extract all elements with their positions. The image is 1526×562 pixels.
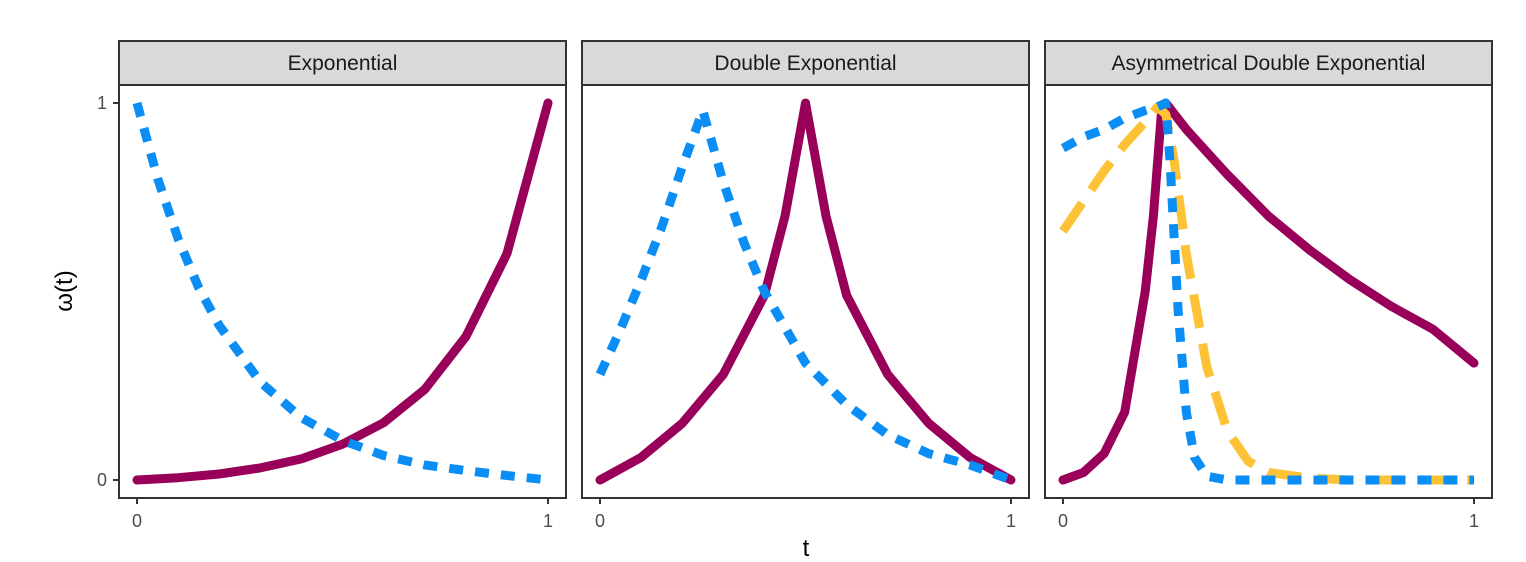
panel-3: Asymmetrical Double Exponential 0 1: [1044, 40, 1493, 531]
panel-title: Double Exponential: [714, 52, 896, 75]
panel-plot-area: [581, 84, 1030, 499]
x-tick-label: 1: [543, 511, 553, 531]
series-line-dotted: [132, 101, 549, 485]
x-tick-label: 0: [1058, 511, 1068, 531]
panel-1: Exponential 0 1 0 1: [97, 40, 567, 531]
series-line-dashed: [1059, 102, 1474, 485]
y-tick-label: 0: [97, 470, 107, 490]
series-line-solid: [1058, 98, 1479, 485]
panel-strip: [118, 40, 567, 86]
series-line-solid: [595, 98, 1016, 485]
y-axis-title: ω(t): [51, 270, 78, 311]
axis-layer: t ω(t): [51, 270, 810, 562]
y-tick-label: 1: [97, 93, 107, 113]
panel-2: Double Exponential 0 1: [581, 40, 1030, 531]
x-tick-label: 0: [595, 511, 605, 531]
panel-title: Exponential: [288, 52, 398, 75]
series-line-dotted: [595, 106, 1013, 485]
panel-plot-area: [118, 84, 567, 499]
series-line-dotted: [1060, 98, 1474, 485]
x-tick-label: 0: [132, 511, 142, 531]
x-tick-label: 1: [1006, 511, 1016, 531]
series-line-solid: [132, 98, 553, 485]
x-tick-label: 1: [1469, 511, 1479, 531]
x-axis-title: t: [803, 535, 810, 562]
panel-title: Asymmetrical Double Exponential: [1112, 52, 1426, 75]
